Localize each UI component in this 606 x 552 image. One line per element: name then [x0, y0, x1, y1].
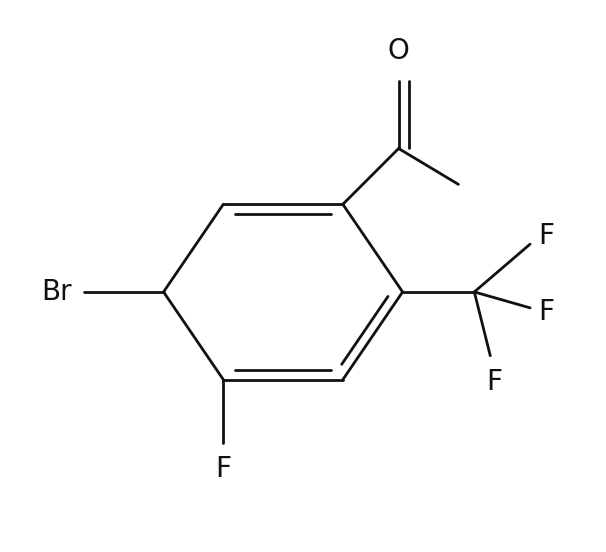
Text: Br: Br — [41, 278, 72, 306]
Text: F: F — [538, 298, 554, 326]
Text: O: O — [388, 37, 410, 65]
Text: F: F — [215, 455, 231, 484]
Text: F: F — [486, 368, 502, 396]
Text: F: F — [538, 222, 554, 250]
